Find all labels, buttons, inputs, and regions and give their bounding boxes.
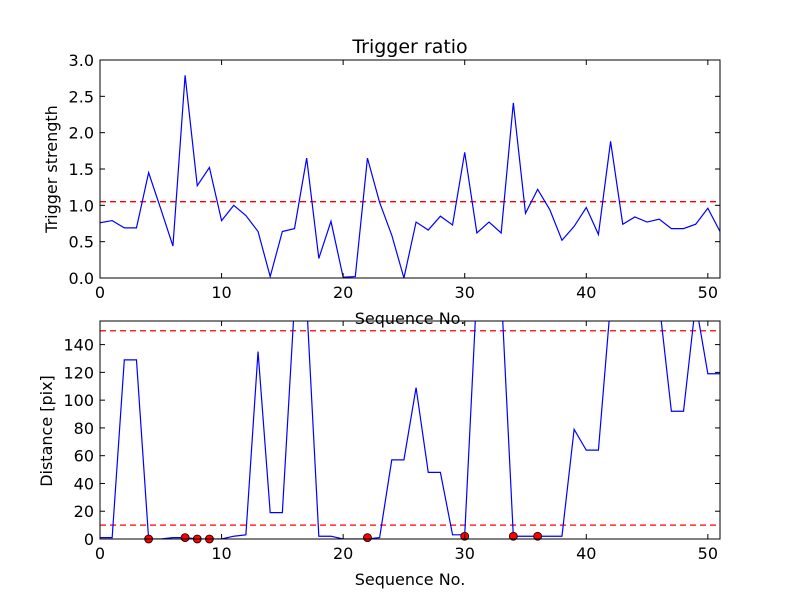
trigger-marker [533, 531, 543, 541]
y-tick-label: 1.0 [69, 196, 94, 215]
x-tick-label: 50 [698, 283, 718, 302]
axes-frame [99, 320, 721, 540]
plot-area [100, 75, 720, 278]
y-tick-label: 120 [63, 363, 94, 382]
y-axis-label: Trigger strength [42, 105, 61, 234]
x-tick-label: 0 [95, 283, 105, 302]
trigger-ratio-chart: Trigger ratio Sequence No. Trigger stren… [42, 36, 721, 328]
trigger-marker [363, 533, 372, 543]
y-tick-label: 3.0 [69, 51, 94, 70]
y-axis-label: Distance [pix] [37, 375, 56, 487]
x-tick-label: 30 [455, 283, 475, 302]
series-line [100, 75, 720, 278]
trigger-marker [508, 531, 518, 541]
x-tick-label: 10 [211, 544, 231, 563]
x-tick-label: 20 [333, 544, 353, 563]
y-tick-label: 2.0 [69, 124, 94, 143]
x-tick-label: 20 [333, 283, 353, 302]
y-tick-label: 100 [63, 391, 94, 410]
x-tick-label: 40 [576, 283, 596, 302]
y-tick-label: 0 [84, 530, 94, 549]
x-axis-label: Sequence No. [355, 570, 466, 589]
y-tick-label: 80 [74, 419, 94, 438]
y-tick-label: 0.5 [69, 233, 94, 252]
x-tick-label: 40 [576, 544, 596, 563]
y-tick-label: 40 [74, 474, 94, 493]
x-tick-label: 10 [211, 283, 231, 302]
y-tick-label: 140 [63, 336, 94, 355]
y-tick-label: 2.5 [69, 87, 94, 106]
y-tick-label: 1.5 [69, 160, 94, 179]
x-tick-label: 50 [698, 544, 718, 563]
trigger-marker [180, 533, 190, 543]
y-tick-label: 60 [74, 447, 94, 466]
x-tick-label: 0 [95, 544, 105, 563]
plot-area [100, 321, 720, 539]
y-tick-label: 20 [74, 502, 94, 521]
x-tick-label: 30 [455, 544, 475, 563]
distance-chart: Sequence No. Distance [pix] 0 10 20 30 40 50 0… [37, 320, 721, 589]
chart-title: Trigger ratio [351, 36, 467, 58]
y-tick-label: 0.0 [69, 269, 94, 288]
series-line [100, 321, 720, 539]
x-axis-label: Sequence No. [355, 309, 466, 328]
